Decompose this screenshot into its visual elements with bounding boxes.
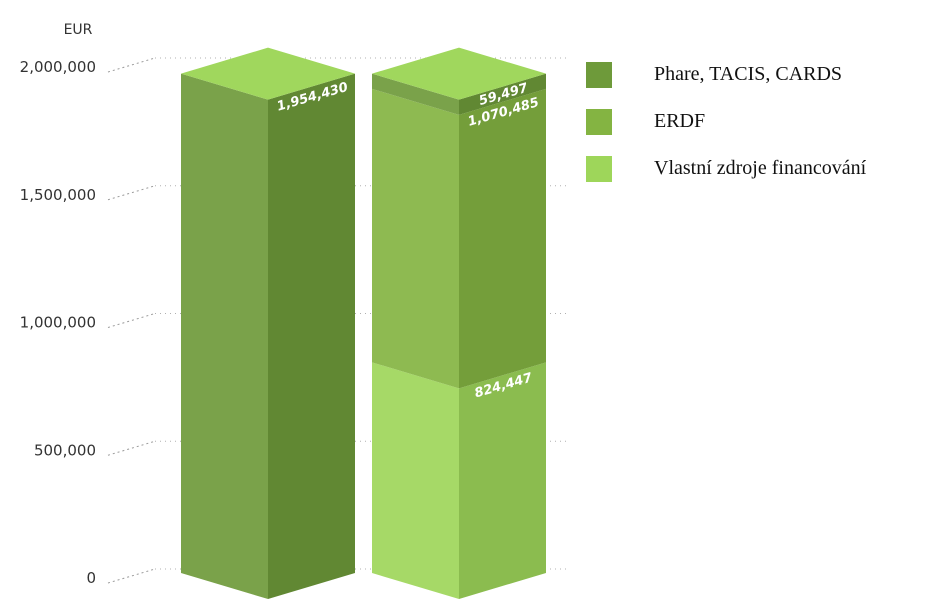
y-axis-ticks: 0 500,000 1,000,000 1,500,000 2,000,000 — [20, 58, 96, 587]
bar-0-segment-0-left-face — [181, 73, 268, 600]
gridline-diagonal-3 — [107, 185, 156, 201]
bar-0-segment-0-right-face — [268, 73, 355, 600]
gridline-diagonal-2 — [107, 313, 156, 328]
bar-1-segment-2-right-face — [459, 73, 546, 115]
legend-label-phare: Phare, TACIS, CARDS — [654, 63, 843, 85]
bar-1-top-face — [372, 47, 546, 100]
gridline-diagonal-1 — [107, 440, 156, 456]
bar-1-segment-0-right-face — [459, 362, 546, 599]
bar-1-segment-1-right-face — [459, 88, 546, 389]
legend-swatch-phare — [586, 62, 612, 88]
legend-swatch-vlastni — [586, 156, 612, 182]
legend-item-phare-tacis-cards: Phare, TACIS, CARDS — [586, 58, 938, 91]
legend-label-vlastni: Vlastní zdroje financování — [654, 157, 867, 179]
bar-1-segment-2-left-face — [372, 73, 459, 115]
y-axis-unit-label: EUR — [64, 22, 93, 38]
legend-item-erdf: ERDF — [586, 105, 938, 138]
bar-0 — [181, 47, 355, 600]
legend-label-erdf: ERDF — [654, 110, 706, 132]
gridline-diagonal-0 — [107, 568, 156, 584]
y-tick-label-3: 1,500,000 — [20, 186, 96, 204]
bar-1-segment-0-left-face — [372, 362, 459, 599]
bar-0-top-face — [181, 47, 355, 100]
y-tick-label-2: 1,000,000 — [20, 314, 96, 332]
gridline-diagonal-4 — [107, 57, 156, 73]
bar-1 — [372, 47, 546, 599]
bar-1-segment-1-left-face — [372, 88, 459, 389]
y-tick-label-1: 500,000 — [34, 441, 96, 459]
grid-layer — [107, 57, 566, 584]
legend-swatch-erdf — [586, 109, 612, 135]
y-tick-label-4: 2,000,000 — [20, 58, 96, 76]
bars-layer — [181, 47, 546, 600]
y-tick-label-0: 0 — [86, 569, 96, 587]
legend-item-vlastni-zdroje: Vlastní zdroje financování — [586, 152, 938, 185]
legend: Phare, TACIS, CARDS ERDF Vlastní zdroje … — [586, 58, 938, 199]
